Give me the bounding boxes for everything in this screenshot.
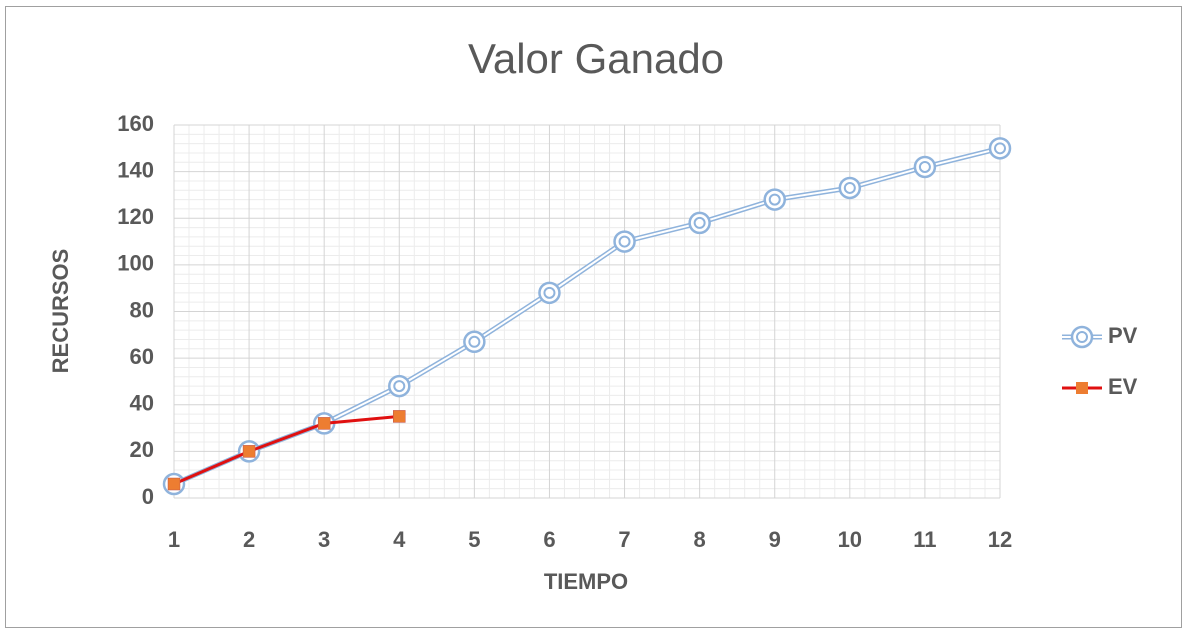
x-tick-label: 4 — [393, 527, 406, 552]
y-tick-label: 0 — [142, 484, 154, 509]
x-tick-label: 9 — [769, 527, 781, 552]
pv-marker — [763, 188, 786, 211]
legend-label: EV — [1108, 374, 1138, 399]
x-tick-label: 10 — [838, 527, 862, 552]
pv-marker — [688, 211, 711, 235]
marker-inner — [843, 181, 856, 194]
y-tick-label: 140 — [117, 157, 154, 182]
ev-marker — [317, 417, 331, 430]
marker-inner — [468, 335, 481, 348]
x-axis-label: TIEMPO — [544, 569, 628, 594]
y-tick-label: 120 — [117, 204, 154, 229]
x-tick-label: 8 — [694, 527, 706, 552]
pv-marker — [613, 230, 636, 253]
marker-inner — [994, 142, 1006, 155]
x-tick-label: 3 — [318, 527, 330, 552]
marker-inner — [918, 160, 931, 173]
pv-marker — [838, 176, 862, 200]
x-tick-label: 12 — [988, 527, 1012, 552]
y-tick-label: 100 — [117, 251, 154, 276]
y-tick-label: 80 — [130, 297, 154, 322]
pv-marker — [988, 137, 1012, 160]
ev-marker — [167, 477, 181, 491]
x-tick-label: 11 — [913, 527, 936, 552]
ev-marker — [242, 445, 256, 458]
legend-marker — [1076, 382, 1088, 394]
y-tick-label: 40 — [130, 391, 154, 416]
pv-marker — [463, 330, 486, 354]
y-tick-label: 160 — [117, 111, 154, 136]
marker-inner — [693, 216, 706, 229]
marker-inner — [393, 380, 406, 393]
chart-frame — [5, 6, 1182, 628]
pv-marker — [388, 374, 411, 398]
marker-inner — [618, 235, 631, 248]
x-tick-label: 1 — [168, 527, 180, 552]
y-axis-label: RECURSOS — [48, 249, 73, 374]
chart-title: Valor Ganado — [468, 35, 724, 82]
y-tick-label: 20 — [130, 437, 154, 462]
legend-label: PV — [1108, 323, 1138, 348]
x-tick-label: 6 — [543, 527, 555, 552]
legend-marker — [1076, 331, 1088, 343]
pv-marker — [538, 281, 561, 305]
y-tick-label: 60 — [130, 344, 154, 369]
marker-inner — [543, 286, 556, 299]
pv-marker — [913, 155, 937, 179]
x-tick-label: 7 — [618, 527, 630, 552]
marker-inner — [768, 193, 781, 206]
x-tick-label: 2 — [243, 527, 255, 552]
line — [173, 414, 400, 486]
ev-marker — [393, 410, 406, 423]
x-tick-label: 5 — [468, 527, 480, 552]
